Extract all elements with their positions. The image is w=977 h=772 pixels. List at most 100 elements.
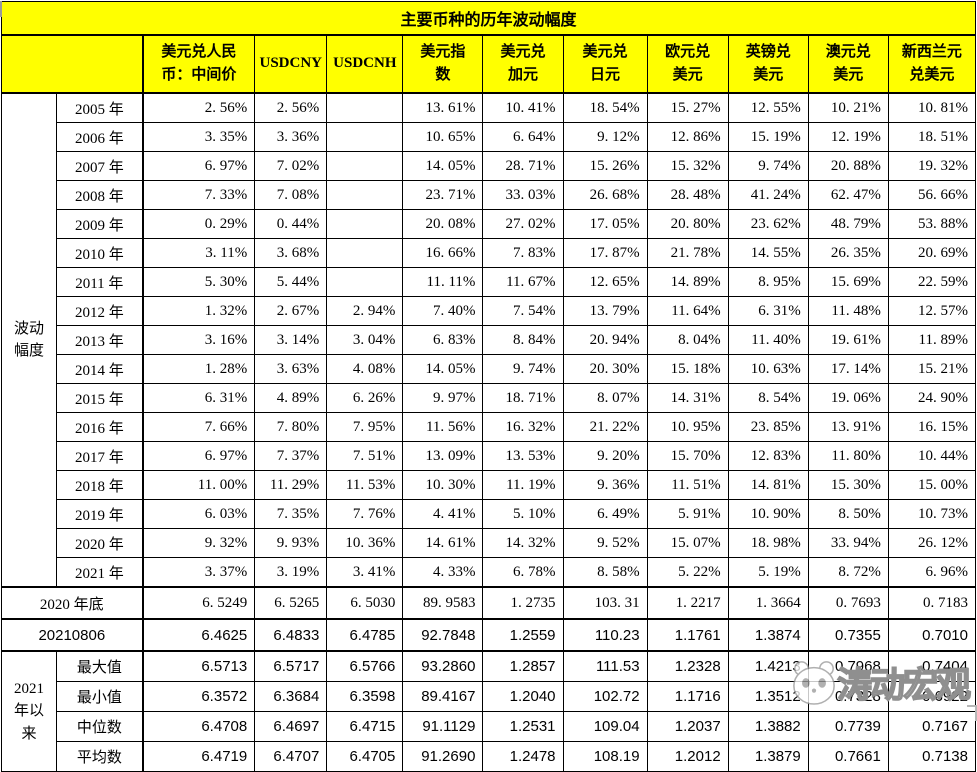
table-cell: 10. 36%	[326, 528, 404, 558]
table-cell: 8. 84%	[482, 325, 564, 355]
table-cell: 14. 05%	[402, 354, 484, 384]
row-label: 2021 年	[56, 557, 144, 588]
header-corner-cell	[0, 34, 144, 94]
row-label: 2020 年底	[0, 586, 144, 620]
table-cell: 1.3512	[727, 681, 809, 712]
table-cell: 3. 37%	[142, 557, 256, 588]
table-cell: 7. 54%	[482, 296, 564, 326]
table-cell: 108.19	[562, 741, 648, 772]
table-cell: 6. 83%	[402, 325, 484, 355]
table-cell: 6. 5030	[326, 586, 404, 620]
table-cell: 15. 30%	[807, 470, 889, 500]
table-cell: 6. 31%	[142, 383, 256, 413]
table-cell: 19. 06%	[807, 383, 889, 413]
table-cell: 7. 37%	[254, 441, 328, 471]
table-cell: 1.3874	[727, 618, 809, 652]
table-cell: 15. 26%	[562, 151, 648, 181]
table-cell: 109.04	[562, 711, 648, 742]
table-cell: 5. 22%	[646, 557, 729, 588]
table-cell: 27. 02%	[482, 209, 564, 239]
column-header: 英镑兑 美元	[727, 34, 809, 94]
table-cell: 6.5713	[142, 650, 256, 682]
table-cell: 8. 04%	[646, 325, 729, 355]
table-cell: 1.2012	[646, 741, 729, 772]
table-cell: 20. 80%	[646, 209, 729, 239]
table-cell	[326, 92, 404, 123]
table-cell: 5. 91%	[646, 499, 729, 529]
table-cell: 4. 89%	[254, 383, 328, 413]
table-row: 2015 年 6. 31% 4. 89% 6. 26% 9. 97% 18. 71% 8. …	[2, 383, 977, 413]
table-cell: 20. 30%	[562, 354, 648, 384]
table-cell: 28. 71%	[482, 151, 564, 181]
table-cell: 0.7328	[807, 681, 889, 712]
table-cell: 10. 41%	[482, 92, 564, 123]
row-group-label: 波动 幅度	[0, 92, 58, 588]
table-cell: 11. 53%	[326, 470, 404, 500]
row-label: 最大值	[56, 650, 144, 682]
table-cell: 6.5717	[254, 650, 328, 682]
table-cell: 0.7138	[887, 741, 977, 772]
table-cell: 20. 94%	[562, 325, 648, 355]
row-label: 2017 年	[56, 441, 144, 471]
table-cell: 1. 2735	[482, 586, 564, 620]
column-header: USDCNH	[326, 34, 404, 94]
table-cell: 7. 66%	[142, 412, 256, 442]
table-cell: 23. 71%	[402, 180, 484, 210]
table-cell: 53. 88%	[887, 209, 977, 239]
table-cell: 13. 09%	[402, 441, 484, 471]
table-cell	[326, 180, 404, 210]
table-cell: 5. 30%	[142, 267, 256, 297]
table-row: 最小值 6.3572 6.3684 6.3598 89.4167 1.2040 102.72…	[2, 681, 977, 712]
column-header: 美元兑 加元	[482, 34, 564, 94]
table-cell: 111.53	[562, 650, 648, 682]
table-cell: 23. 85%	[727, 412, 809, 442]
column-header: 美元兑 日元	[562, 34, 648, 94]
table-cell: 6.4707	[254, 741, 328, 772]
table-cell: 0.7968	[807, 650, 889, 682]
table-cell: 1.3879	[727, 741, 809, 772]
table-cell: 3. 19%	[254, 557, 328, 588]
row-label: 平均数	[56, 741, 144, 772]
table-cell: 20. 08%	[402, 209, 484, 239]
table-title: 主要币种的历年波动幅度	[1, 1, 976, 36]
table-cell: 10. 44%	[887, 441, 977, 471]
table-cell: 1. 32%	[142, 296, 256, 326]
table-cell: 9. 20%	[562, 441, 648, 471]
table-cell: 16. 15%	[887, 412, 977, 442]
table-cell: 0. 7693	[807, 586, 889, 620]
table-cell: 11. 29%	[254, 470, 328, 500]
table-cell: 1.4213	[727, 650, 809, 682]
table-cell: 1.2040	[482, 681, 564, 712]
table-row: 2014 年 1. 28% 3. 63% 4. 08% 14. 05% 9. 74% 20.…	[2, 354, 977, 384]
table-cell: 12. 65%	[562, 267, 648, 297]
table-cell: 5. 44%	[254, 267, 328, 297]
table-cell: 6.4715	[326, 711, 404, 742]
table-cell: 3. 35%	[142, 122, 256, 152]
table-cell: 20. 88%	[807, 151, 889, 181]
table-row: 2016 年 7. 66% 7. 80% 7. 95% 11. 56% 16. 32% 21…	[2, 412, 977, 442]
table-row: 2017 年 6. 97% 7. 37% 7. 51% 13. 09% 13. 53% 9.…	[2, 441, 977, 471]
table-cell: 11. 67%	[482, 267, 564, 297]
table-cell: 1.2478	[482, 741, 564, 772]
table-cell: 0. 29%	[142, 209, 256, 239]
table-cell: 7. 33%	[142, 180, 256, 210]
table-row: 2020 年 9. 32% 9. 93% 10. 36% 14. 61% 14. 32% 9…	[2, 528, 977, 558]
table-cell: 2. 94%	[326, 296, 404, 326]
table-cell: 0.7661	[807, 741, 889, 772]
table-cell: 6. 26%	[326, 383, 404, 413]
row-label: 20210806	[0, 618, 144, 652]
row-label: 2019 年	[56, 499, 144, 529]
table-cell: 1.3882	[727, 711, 809, 742]
table-cell: 10. 65%	[402, 122, 484, 152]
table-cell: 8. 72%	[807, 557, 889, 588]
table-row: 2019 年 6. 03% 7. 35% 7. 76% 4. 41% 5. 10% 6. 4…	[2, 499, 977, 529]
row-label: 2014 年	[56, 354, 144, 384]
table-cell: 11. 56%	[402, 412, 484, 442]
table-cell: 16. 66%	[402, 238, 484, 268]
table-row: 2007 年 6. 97% 7. 02% 14. 05% 28. 71% 15. 26% 1…	[2, 151, 977, 181]
table-cell: 7. 51%	[326, 441, 404, 471]
table-cell: 1.2037	[646, 711, 729, 742]
table-cell: 14. 55%	[727, 238, 809, 268]
table-cell: 91.1129	[402, 711, 484, 742]
table-cell: 110.23	[562, 618, 648, 652]
